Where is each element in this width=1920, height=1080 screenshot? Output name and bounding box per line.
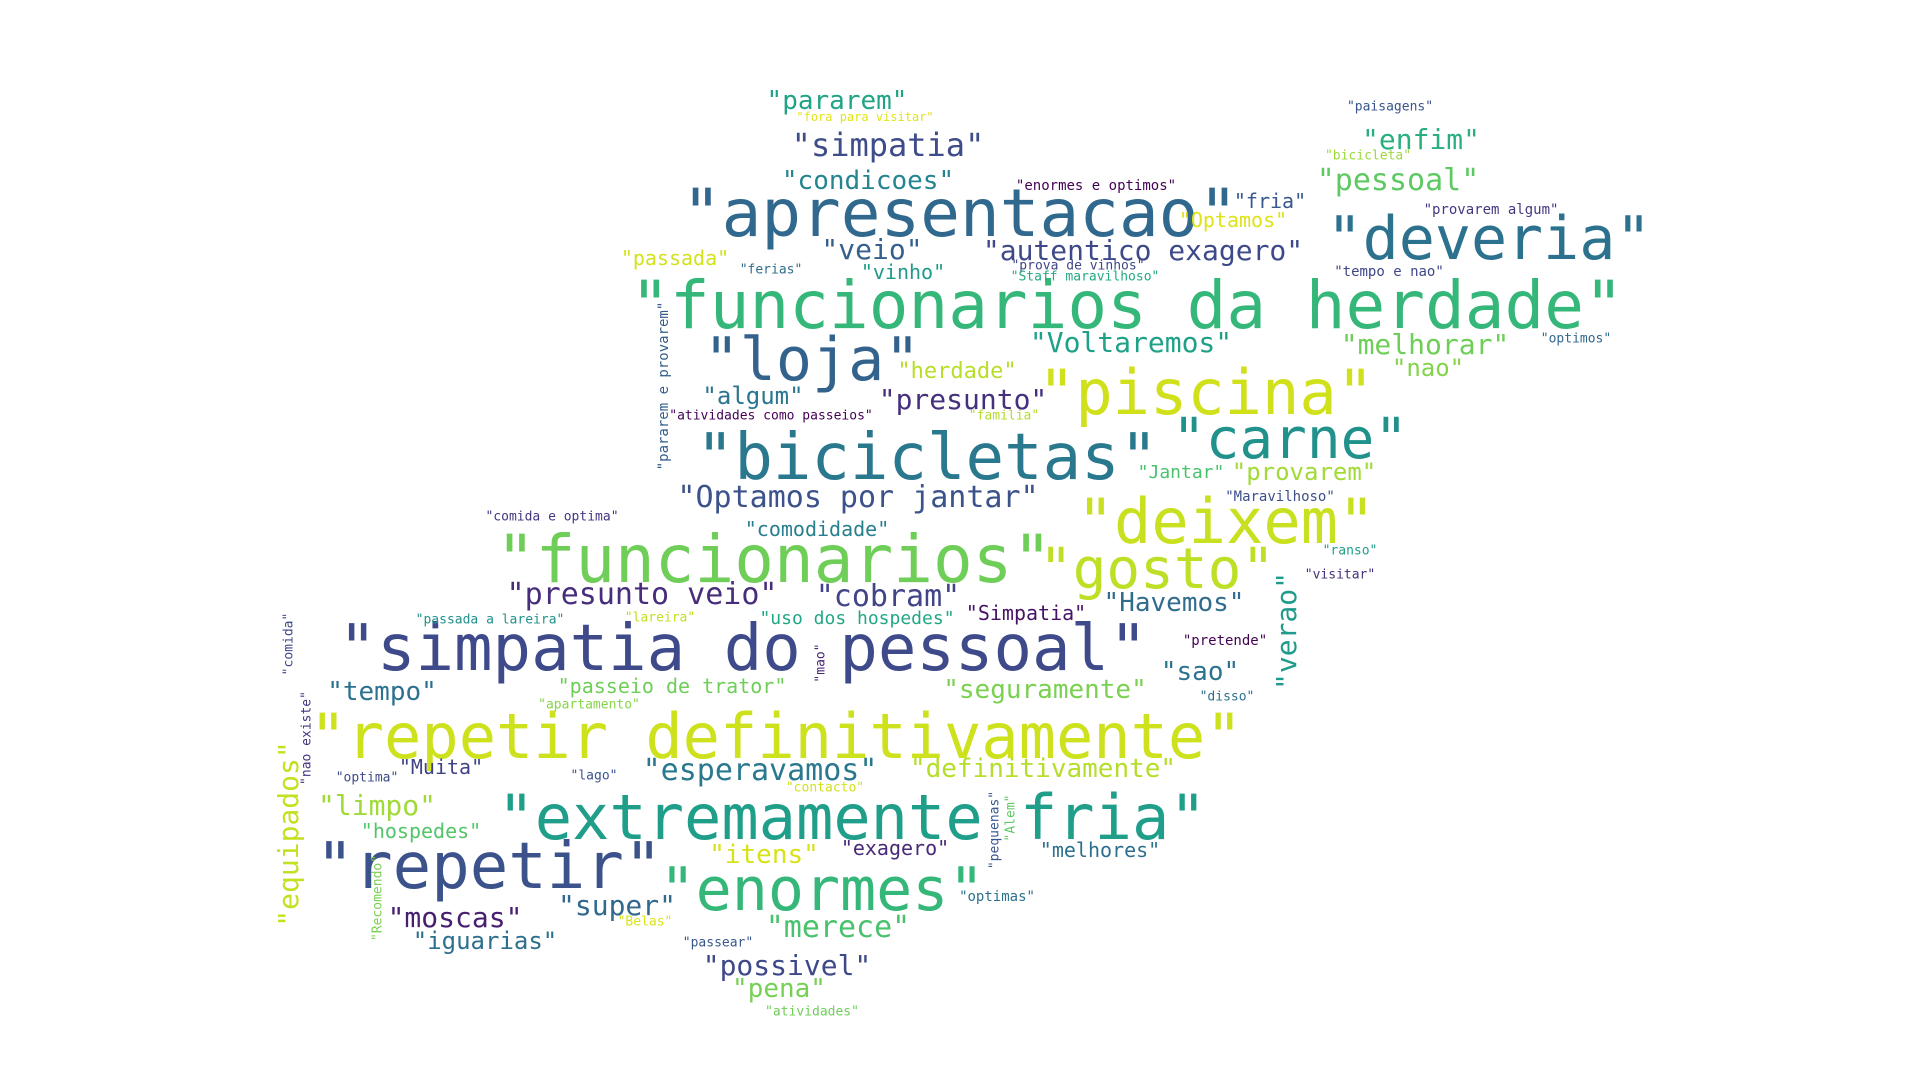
word-cloud-term: "veio" [821, 233, 923, 266]
word-cloud-term: "merece" [765, 910, 911, 945]
word-cloud-term: "limpo" [317, 789, 437, 822]
word-cloud-term: "passada a lareira" [415, 612, 565, 628]
word-cloud-term: "apresentacao" [681, 175, 1239, 252]
word-cloud-term: "visitar" [1304, 567, 1376, 583]
word-cloud-term: "piscina" [1038, 356, 1374, 429]
word-cloud-term: "simpatia" [791, 126, 985, 164]
word-cloud-term: "enfim" [1361, 123, 1481, 156]
word-cloud-term: "ferias" [739, 262, 803, 278]
word-cloud-term: "melhorar" [1340, 328, 1510, 361]
word-cloud-term: "herdade" [897, 359, 1017, 384]
word-cloud-term: "definitivamente" [909, 754, 1177, 784]
word-cloud-term: "enormes" [659, 855, 985, 925]
word-cloud-term: "seguramente" [943, 675, 1147, 705]
word-cloud-term: "autentico exagero" [982, 234, 1304, 267]
word-cloud-term: "familia" [968, 408, 1040, 424]
word-cloud-term: "tempo e nao" [1334, 264, 1444, 280]
word-cloud-term: "esperavamos" [642, 753, 878, 788]
word-cloud-term: "Jantar" [1137, 462, 1225, 483]
word-cloud-term: "Optamos" [1178, 208, 1288, 232]
word-cloud-term: "passada" [620, 246, 730, 270]
word-cloud-term: "cobram" [815, 579, 961, 614]
word-cloud-term: "extremamente fria" [497, 781, 1207, 854]
word-cloud-term: "comodidade" [744, 517, 890, 541]
word-cloud-term: "Belas" [617, 914, 673, 930]
word-cloud-term: "vinho" [860, 260, 946, 284]
word-cloud-term: "funcionarios da herdade" [630, 267, 1624, 344]
word-cloud-term: "hospedes" [360, 819, 482, 843]
word-cloud-term: "exagero" [840, 836, 950, 860]
word-cloud-term: "pequenas" [987, 790, 1003, 870]
word-cloud-term: "deixem" [1076, 485, 1376, 558]
word-cloud-term: "Staff maravilhoso" [1010, 269, 1160, 285]
word-cloud-term: "pretende" [1182, 633, 1268, 649]
word-cloud-term: "nao existe" [299, 691, 315, 785]
word-cloud-term: "passear" [682, 935, 754, 951]
word-cloud-term: "repetir" [315, 830, 663, 904]
word-cloud-term: "enormes e optimos" [1015, 178, 1177, 194]
word-cloud-term: "funcionarios" [495, 521, 1053, 598]
word-cloud-term: "pararem e provarem" [656, 301, 672, 471]
word-cloud-term: "mao" [813, 643, 829, 683]
word-cloud-term: "uso dos hospedes" [759, 608, 955, 629]
word-cloud-term: "melhores" [1039, 838, 1161, 862]
word-cloud-term: "algum" [702, 382, 804, 410]
word-cloud-term: "lareira" [624, 610, 696, 626]
word-cloud-term: "pararem" [766, 86, 908, 116]
word-cloud-term: "atividades" [765, 1004, 859, 1020]
word-cloud-term: "carne" [1171, 407, 1409, 472]
word-cloud-term: "paisagens" [1346, 99, 1434, 115]
word-cloud-term: "Simpatia" [965, 601, 1087, 625]
word-cloud-term: "Alem" [1003, 794, 1019, 842]
word-cloud-term: "contacto" [785, 780, 865, 796]
word-cloud-term: "ranso" [1322, 543, 1378, 559]
word-cloud-term: "repetir definitivamente" [309, 700, 1243, 773]
word-cloud-term: "possivel" [702, 949, 872, 982]
word-cloud-term: "verao" [1270, 571, 1303, 691]
word-cloud-term: "comida e optima" [485, 509, 619, 525]
word-cloud-term: "gosto" [1038, 537, 1276, 602]
word-cloud-term: "presunto veio" [506, 577, 778, 612]
word-cloud-term: "bicicletas" [695, 421, 1159, 495]
word-cloud-term: "Optamos por jantar" [677, 480, 1039, 515]
word-cloud-term: "lago" [570, 768, 618, 784]
word-cloud-term: "condicoes" [781, 166, 955, 196]
word-cloud-term: "iguarias" [412, 927, 558, 955]
word-cloud-term: "atividades como passeios" [669, 408, 873, 424]
word-cloud-term: "optima" [335, 770, 399, 786]
word-cloud-term: "provarem algum" [1423, 202, 1559, 218]
word-cloud-term: "nao" [1391, 354, 1465, 382]
word-cloud-term: "deveria" [1326, 204, 1652, 274]
word-cloud-term: "passeio de trator" [557, 674, 787, 698]
word-cloud-term: "simpatia do pessoal" [338, 612, 1148, 686]
word-cloud-term: "comida" [281, 612, 297, 676]
word-cloud-term: "moscas" [387, 901, 523, 934]
word-cloud-term: "fora para visitar" [796, 110, 934, 124]
word-cloud-term: "Muita" [398, 755, 484, 779]
word-cloud-term: "prova de vinhos" [1011, 258, 1145, 274]
word-cloud-term: "Maravilhoso" [1225, 489, 1335, 505]
word-cloud-term: "Recomendo" [370, 854, 386, 942]
word-cloud-term: "optimas" [959, 889, 1035, 905]
word-cloud-term: "itens" [709, 840, 819, 870]
word-cloud-term: "Voltaremos" [1029, 326, 1233, 359]
word-cloud-term: "loja" [703, 325, 921, 395]
word-cloud-term: "Havemos" [1103, 588, 1245, 618]
word-cloud-term: "disso" [1199, 689, 1255, 705]
word-cloud-term: "provarem" [1231, 458, 1377, 486]
word-cloud-term: "tempo" [327, 677, 437, 707]
word-cloud-term: "pessoal" [1316, 163, 1480, 198]
word-cloud-term: "sao" [1160, 657, 1240, 687]
word-cloud-term: "fria" [1233, 189, 1307, 213]
word-cloud-term: "bicicleta" [1324, 148, 1412, 164]
word-cloud-term: "super" [557, 889, 677, 922]
word-cloud-term: "apartamento" [538, 697, 640, 713]
word-cloud-term: "optimos" [1540, 331, 1612, 347]
word-cloud-term: "presunto" [878, 383, 1048, 416]
word-cloud-term: "pena" [732, 974, 826, 1004]
